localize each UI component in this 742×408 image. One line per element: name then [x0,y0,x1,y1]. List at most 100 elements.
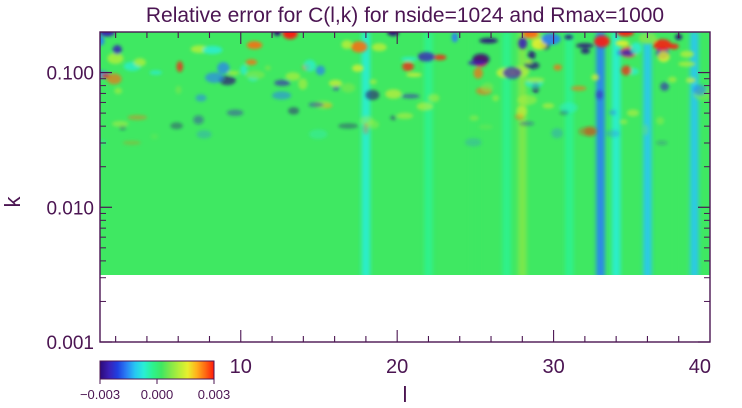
heatmap-cell [240,64,248,75]
heatmap-cell [371,43,387,52]
heatmap-cell [615,40,630,47]
heatmap-cell [217,62,230,75]
heatmap-cell [595,90,603,100]
heatmap-cell [332,85,340,91]
heatmap-column [596,32,605,275]
plot-frame [99,31,711,343]
heatmap-cell [668,43,679,50]
heatmap-cell [553,64,562,71]
heatmap-cell [523,32,539,39]
heatmap-cell [308,102,324,108]
heatmap-cell [111,120,129,127]
heatmap-cell [106,73,122,85]
heatmap-cell [417,52,435,62]
heatmap-cell [285,72,301,81]
colorbar: −0.003 0.000 0.003 [80,360,231,402]
heatmap-cell [170,122,183,130]
heatmap-cell [564,34,573,40]
heatmap-cell [427,93,440,103]
heatmap-cell [492,94,499,102]
heatmap-cell [570,85,587,91]
heatmap-cell [656,116,665,125]
heatmap-cell [479,37,498,44]
heatmap-column [643,32,652,275]
heatmap-cell [402,61,414,72]
heatmap-cell [516,105,527,117]
heatmap-cell [517,94,537,106]
heatmap-cell [481,82,494,92]
colorbar-gradient [99,360,215,380]
heatmap-cell [176,61,184,73]
heatmap-cell [551,128,563,139]
heatmap-cell [351,41,368,53]
heatmap-cell [149,70,162,75]
heatmap-cell [638,32,657,45]
heatmap-cell [303,59,317,72]
heatmap-cell [400,56,418,62]
heatmap-cell [226,109,244,117]
heatmap-cell [122,140,141,145]
heatmap-cell [693,84,707,96]
heatmap-cell [626,109,639,117]
heatmap-cell [478,124,493,130]
heatmap-cell [274,79,291,87]
heatmap-cell [193,115,204,125]
heatmap-cell [584,126,598,137]
heatmap-cell [133,58,146,67]
heatmap-cell [401,93,420,99]
x-tick-label: 30 [542,356,564,378]
heatmap-cell [246,41,263,50]
heatmap-cell [341,40,353,50]
y-tick-label: 0.100 [46,64,94,85]
x-axis: 10 20 30 40 [115,32,711,378]
colorbar-mid-label: 0.000 [141,387,174,402]
heatmap-cell [591,74,600,81]
heatmap-column [361,32,371,275]
heatmap-cell [288,107,300,115]
heatmap-cell [390,115,397,121]
heatmap-cell [464,138,482,147]
heatmap-cell [657,51,670,63]
heatmap-cell [245,59,258,66]
heatmap-cell [315,65,326,76]
heatmap-cell [502,66,522,79]
x-tick-label: 40 [689,356,711,378]
heatmap-cell [621,65,632,76]
heatmap-cell [273,32,281,36]
heatmap-cell [605,129,620,138]
colorbar-max-label: 0.003 [198,387,231,402]
heatmap-cell [655,140,668,145]
heatmap-cell [359,115,374,126]
heatmap-cell [608,109,617,116]
heatmap-cell [202,45,223,55]
heatmap-column [502,32,511,275]
heatmap-cell [433,54,447,61]
heatmap-cell [282,32,298,40]
heatmap-cell [527,50,536,60]
heatmap-cell [150,133,159,140]
heatmap-cell [100,32,115,37]
heatmap-cell [205,72,224,83]
heatmap-base [100,32,710,275]
heatmap-cell [559,102,578,113]
heatmap-cell [175,85,182,95]
heatmap-cell [576,43,594,48]
heatmap-cell [100,139,107,146]
heatmap-cell [518,37,528,50]
heatmap-cell [127,114,148,121]
heatmap-column [518,32,527,275]
heatmap-cell [594,35,610,48]
heatmap-cell [365,89,380,101]
heatmap-cell [653,39,672,51]
heatmap-cell [642,124,649,136]
x-tick-label: 10 [230,356,252,378]
heatmap-cell [451,32,458,43]
heatmap-cell [667,76,677,83]
heatmap-cell [541,33,561,45]
heatmap-cell [469,115,479,121]
heatmap-cell [385,89,402,99]
heatmap-cell [245,70,265,80]
x-tick-label: 20 [386,356,408,378]
heatmap-column [564,32,574,275]
heatmap-cell [114,87,123,95]
